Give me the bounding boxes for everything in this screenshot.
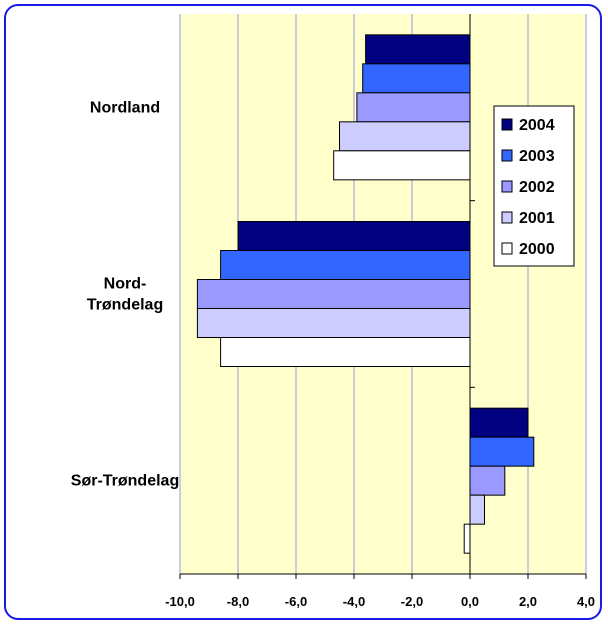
legend-label: 2003 [519, 148, 555, 165]
bar-2000 [220, 337, 471, 367]
bar-2002 [469, 465, 506, 496]
legend-swatch [501, 118, 513, 131]
bars [196, 34, 535, 554]
bar-2004 [469, 407, 529, 438]
x-tick-label: 2,0 [519, 594, 537, 609]
legend-swatch [501, 211, 513, 224]
bar-2001 [196, 308, 471, 338]
bar-2004 [237, 221, 471, 251]
category-label: Sør-Trøndelag [71, 473, 179, 490]
x-tick-label: -4,0 [343, 594, 365, 609]
bar-2000 [333, 150, 471, 181]
bar-2004 [365, 34, 471, 65]
x-tick-label: -10,0 [165, 594, 195, 609]
legend-label: 2000 [519, 241, 555, 258]
legend-swatch [501, 180, 513, 193]
legend-swatch [501, 242, 513, 255]
bar-2003 [469, 436, 535, 467]
legend-label: 2004 [519, 117, 555, 134]
category-ticks [470, 200, 475, 388]
legend: 2004 2003 2002 2001 2000 [493, 105, 575, 267]
legend-swatch [501, 149, 513, 162]
x-tick-label: -6,0 [285, 594, 307, 609]
legend-label: 2001 [519, 210, 555, 227]
x-tick-labels: -10,0 -8,0 -6,0 -4,0 -2,0 0,0 2,0 4,0 [165, 574, 595, 609]
x-tick-label: -8,0 [227, 594, 249, 609]
category-label: Nord-Trøndelag [87, 276, 163, 314]
bar-2002 [356, 92, 471, 123]
bar-2001 [469, 494, 485, 525]
x-tick-label: -2,0 [401, 594, 423, 609]
bar-2001 [339, 121, 471, 152]
bar-2000 [463, 523, 471, 554]
category-labels: Nordland Nord-Trøndelag Sør-Trøndelag [71, 99, 179, 489]
legend-label: 2002 [519, 179, 555, 196]
x-tick-label: 4,0 [577, 594, 595, 609]
x-tick-label: 0,0 [461, 594, 479, 609]
bar-2003 [362, 63, 471, 94]
bar-2002 [196, 279, 471, 309]
bar-2003 [220, 250, 471, 280]
category-label: Nordland [90, 99, 160, 116]
